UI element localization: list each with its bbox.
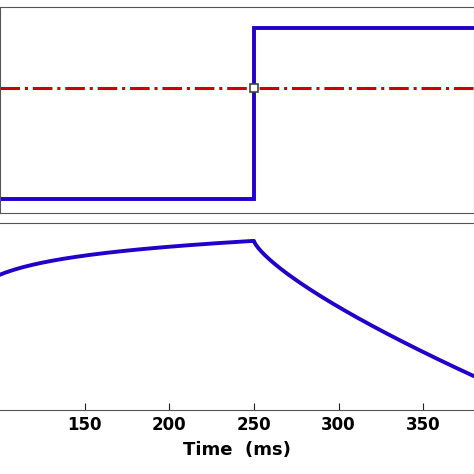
X-axis label: Time  (ms): Time (ms) <box>183 440 291 458</box>
